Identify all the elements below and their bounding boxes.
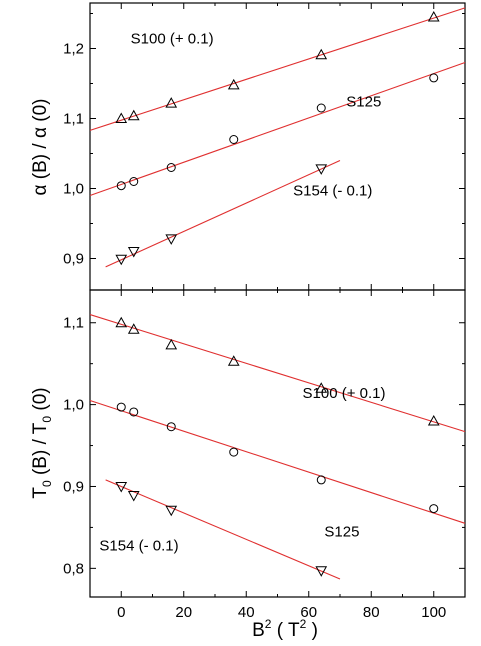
top-point-1-5 <box>429 73 439 83</box>
bottom-point-2-3 <box>315 566 328 577</box>
bottom-point-1-2 <box>166 422 176 432</box>
bottom-y-tick-label: 0,9 <box>63 478 84 495</box>
top-point-0-1 <box>127 109 140 121</box>
top-fit-line-0 <box>89 7 466 131</box>
x-tick-label: 100 <box>421 604 446 621</box>
bottom-fit-line-1 <box>89 399 466 524</box>
bottom-y-axis-label: T0 (B) / T0 (0) <box>30 387 54 498</box>
bottom-series-label-1: S125 <box>324 523 359 540</box>
bottom-point-1-3 <box>229 447 239 457</box>
bottom-point-1-5 <box>429 504 439 514</box>
bottom-point-2-0 <box>115 481 128 493</box>
top-series-label-2: S154 (- 0.1) <box>293 183 372 200</box>
bottom-point-0-0 <box>115 316 128 328</box>
x-tick-label: 40 <box>238 604 255 621</box>
top-y-tick-label: 1,1 <box>63 111 84 128</box>
bottom-point-0-3 <box>227 355 240 366</box>
bottom-fit-line-0 <box>89 314 466 433</box>
top-point-0-2 <box>165 97 178 108</box>
bottom-series-label-0: S100 (+ 0.1) <box>303 385 386 402</box>
bottom-fit-line-2 <box>105 479 341 580</box>
top-point-1-2 <box>166 163 176 172</box>
top-y-axis-label: α (B) / α (0) <box>30 99 51 196</box>
top-point-2-2 <box>165 234 178 245</box>
bottom-point-0-1 <box>127 323 140 334</box>
bottom-point-1-4 <box>316 475 326 485</box>
bottom-point-1-1 <box>129 407 139 417</box>
top-point-1-1 <box>129 177 139 186</box>
top-point-1-4 <box>316 103 326 113</box>
bottom-point-0-4 <box>315 382 328 393</box>
bottom-y-tick-label: 1,0 <box>63 397 84 414</box>
top-fit-line-2 <box>105 159 341 268</box>
top-point-0-3 <box>227 78 240 90</box>
top-y-tick-label: 1,0 <box>63 181 84 198</box>
x-tick-label: 80 <box>363 604 380 621</box>
top-point-0-5 <box>427 10 440 22</box>
top-y-tick-label: 0,9 <box>63 251 84 268</box>
bottom-panel: 0,8 0,9 1,0 1,1 0 20 40 60 80 100 S100 (+ 0.1) S125… <box>63 289 466 621</box>
top-point-1-0 <box>116 181 126 191</box>
top-y-tick-label: 1,2 <box>63 41 84 58</box>
bottom-point-0-5 <box>427 414 440 426</box>
bottom-y-tick-label: 1,1 <box>63 315 84 332</box>
bottom-point-0-2 <box>165 338 178 350</box>
top-point-2-1 <box>127 247 140 258</box>
bottom-point-2-2 <box>165 505 178 517</box>
top-point-0-4 <box>315 48 328 60</box>
bottom-series-label-2: S154 (- 0.1) <box>99 537 178 554</box>
x-tick-label: 60 <box>300 604 317 621</box>
bottom-y-tick-label: 0,8 <box>63 560 84 577</box>
bottom-point-1-0 <box>116 402 126 412</box>
x-tick-label: 20 <box>175 604 192 621</box>
top-series-label-0: S100 (+ 0.1) <box>131 31 214 48</box>
x-tick-label: 0 <box>117 604 125 621</box>
top-point-2-0 <box>115 254 128 266</box>
top-fit-line-1 <box>89 61 466 197</box>
top-point-2-3 <box>315 164 328 175</box>
top-point-0-0 <box>115 112 128 123</box>
top-panel: 0,9 1,0 1,1 1,2 S100 (+ 0.1) S125 S154 (- 0.1) <box>63 2 466 291</box>
top-series-label-1: S125 <box>346 94 381 111</box>
top-point-1-3 <box>229 135 239 144</box>
x-axis-label: B2 ( T2 ) <box>252 617 318 641</box>
bottom-point-2-1 <box>127 490 140 502</box>
